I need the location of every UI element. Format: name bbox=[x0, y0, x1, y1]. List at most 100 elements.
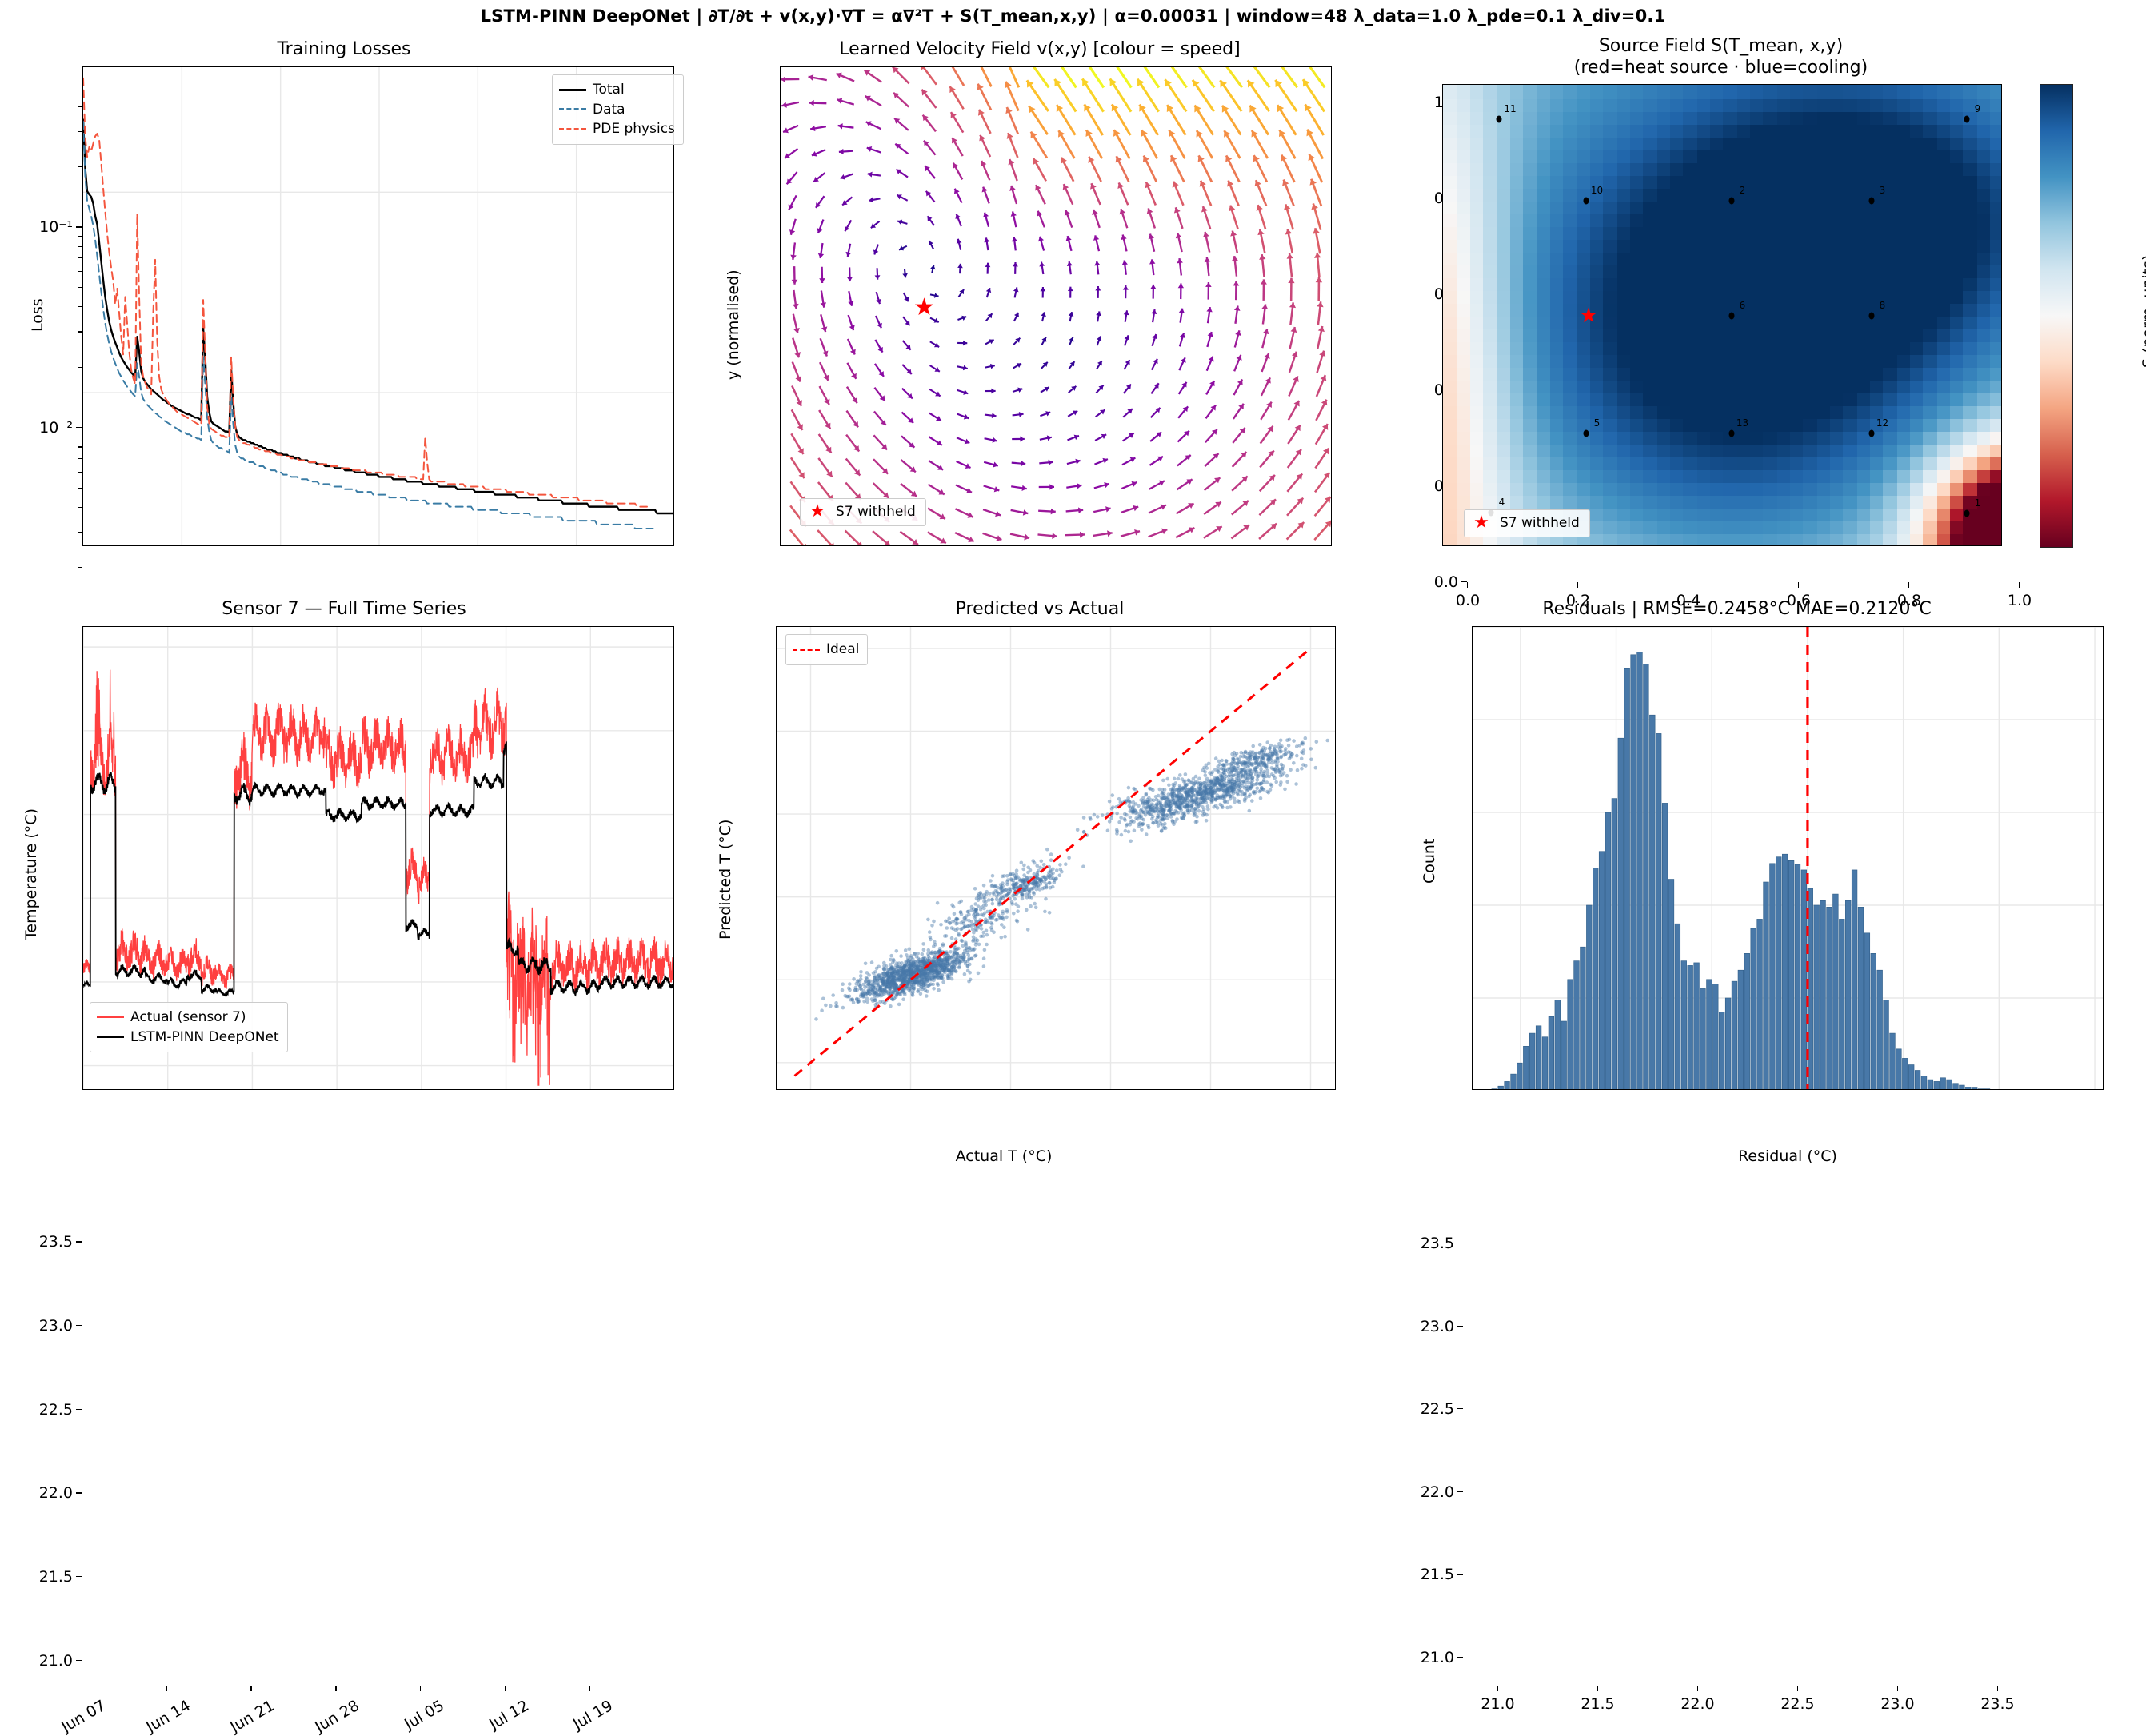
legend-label-data: Data bbox=[593, 100, 625, 120]
tick-mark bbox=[76, 1576, 82, 1577]
panel-source-field: Source Field S(T_mean, x,y) (red=heat so… bbox=[1392, 36, 2146, 564]
tick-mark bbox=[1457, 1326, 1463, 1327]
star-icon: ★ bbox=[805, 503, 829, 521]
tick-mark bbox=[1457, 1491, 1463, 1492]
tick-mark bbox=[76, 226, 82, 227]
tick-label: 22.5 bbox=[1780, 1695, 1814, 1713]
svg-text:★: ★ bbox=[913, 293, 935, 321]
sensor-label: 9 bbox=[1975, 103, 1981, 114]
tick-mark bbox=[1797, 1686, 1798, 1691]
tick-mark bbox=[1457, 1408, 1463, 1409]
sensor7-title: Sensor 7 — Full Time Series bbox=[0, 599, 688, 619]
sensor-marker bbox=[1583, 430, 1589, 437]
legend-label-s7-withheld-source: S7 withheld bbox=[1500, 513, 1580, 533]
tick-label: 21.0 bbox=[1392, 1649, 1454, 1666]
tick-mark bbox=[78, 472, 82, 473]
legend-label-total: Total bbox=[593, 80, 625, 100]
sensor-marker bbox=[1964, 116, 1969, 123]
training-losses-title: Training Losses bbox=[0, 39, 688, 59]
source-field-title-line2: (red=heat source · blue=cooling) bbox=[1344, 58, 2098, 78]
legend-swatch-ideal bbox=[793, 649, 820, 651]
legend-label-actual: Actual (sensor 7) bbox=[130, 1008, 246, 1028]
legend-label-s7-withheld-velocity: S7 withheld bbox=[836, 502, 916, 522]
source-field-title-line1: Source Field S(T_mean, x,y) bbox=[1344, 36, 2098, 56]
tick-label: Jul 12 bbox=[486, 1697, 532, 1734]
figure-suptitle: LSTM-PINN DeepONet | ∂T/∂t + v(x,y)·∇T =… bbox=[0, 6, 2146, 26]
tick-mark bbox=[1467, 582, 1468, 588]
legend-item-total: Total bbox=[559, 80, 675, 100]
legend-swatch-pde bbox=[559, 128, 586, 130]
sensor-label: 4 bbox=[1499, 497, 1505, 508]
sensor-label: 5 bbox=[1594, 417, 1601, 429]
sensor7-legend: Actual (sensor 7) LSTM-PINN DeepONet bbox=[90, 1002, 288, 1052]
legend-label-pde: PDE physics bbox=[593, 119, 675, 139]
legend-swatch-actual bbox=[97, 1016, 124, 1018]
tick-mark bbox=[76, 1492, 82, 1493]
tick-label: Jun 28 bbox=[312, 1697, 362, 1736]
sensor-marker bbox=[1497, 116, 1502, 123]
legend-item-pde: PDE physics bbox=[559, 119, 675, 139]
tick-label: 22.5 bbox=[12, 1401, 73, 1419]
sensor-marker bbox=[1728, 197, 1734, 204]
predicted-vs-actual-legend: Ideal bbox=[785, 634, 868, 665]
sensor-marker bbox=[1868, 430, 1874, 437]
figure-canvas: LSTM-PINN DeepONet | ∂T/∂t + v(x,y)·∇T =… bbox=[0, 0, 2146, 1180]
tick-mark bbox=[78, 246, 82, 247]
predicted-vs-actual-xlabel: Actual T (°C) bbox=[956, 1147, 1053, 1165]
sensor-label: 2 bbox=[1740, 185, 1746, 196]
predicted-vs-actual-axes bbox=[776, 626, 1336, 1090]
tick-mark bbox=[78, 458, 82, 459]
tick-mark bbox=[2019, 582, 2020, 588]
sensor7-ylabel: Temperature (°C) bbox=[22, 808, 40, 940]
tick-mark bbox=[1897, 1686, 1898, 1691]
tick-label: 10⁻² bbox=[10, 419, 73, 437]
source-field-legend: ★ S7 withheld bbox=[1464, 509, 1590, 537]
tick-label: 23.5 bbox=[1980, 1695, 2014, 1713]
velocity-field-legend: ★ S7 withheld bbox=[800, 498, 926, 526]
sensor-label: 3 bbox=[1880, 185, 1886, 196]
tick-mark bbox=[78, 236, 82, 237]
tick-mark bbox=[76, 1660, 82, 1661]
tick-label: 22.5 bbox=[1392, 1400, 1454, 1418]
residuals-xlabel: Residual (°C) bbox=[1738, 1147, 1837, 1165]
predicted-vs-actual-title: Predicted vs Actual bbox=[688, 599, 1392, 619]
tick-label: 23.0 bbox=[1392, 1318, 1454, 1335]
sensor-marker bbox=[1728, 313, 1734, 320]
tick-mark bbox=[78, 306, 82, 307]
tick-mark bbox=[78, 331, 82, 332]
tick-label: 0.0 bbox=[1404, 573, 1458, 591]
tick-mark bbox=[1497, 1686, 1498, 1691]
tick-mark bbox=[1577, 582, 1578, 588]
tick-mark bbox=[78, 488, 82, 489]
legend-swatch-model bbox=[97, 1036, 124, 1038]
tick-mark bbox=[1997, 1686, 1998, 1691]
tick-mark bbox=[78, 446, 82, 447]
tick-label: Jul 19 bbox=[570, 1697, 616, 1734]
tick-mark bbox=[1457, 1657, 1463, 1658]
sensor-marker bbox=[1728, 430, 1734, 437]
predicted-vs-actual-ylabel: Predicted T (°C) bbox=[717, 820, 734, 940]
tick-mark bbox=[1697, 1686, 1698, 1691]
sensor-marker bbox=[1583, 197, 1589, 204]
tick-label: 10⁻¹ bbox=[10, 218, 73, 236]
tick-mark bbox=[78, 532, 82, 533]
source-field-colorbar-label: S (norm. units) bbox=[2140, 255, 2146, 368]
sensor-label: 6 bbox=[1740, 300, 1746, 311]
star-icon: ★ bbox=[1469, 514, 1493, 532]
velocity-field-axes: ★ bbox=[780, 66, 1332, 546]
tick-label: 21.5 bbox=[12, 1568, 73, 1586]
residuals-ylabel: Count bbox=[1421, 839, 1438, 884]
training-losses-legend: Total Data PDE physics bbox=[552, 74, 684, 145]
tick-label: Jun 14 bbox=[143, 1697, 194, 1736]
legend-swatch-data bbox=[559, 108, 586, 110]
sensor-marker bbox=[1964, 510, 1969, 517]
legend-item-data: Data bbox=[559, 100, 675, 120]
velocity-field-title: Learned Velocity Field v(x,y) [colour = … bbox=[688, 39, 1392, 59]
tick-mark bbox=[1908, 582, 1909, 588]
tick-label: 22.0 bbox=[12, 1484, 73, 1502]
tick-mark bbox=[250, 1686, 251, 1691]
